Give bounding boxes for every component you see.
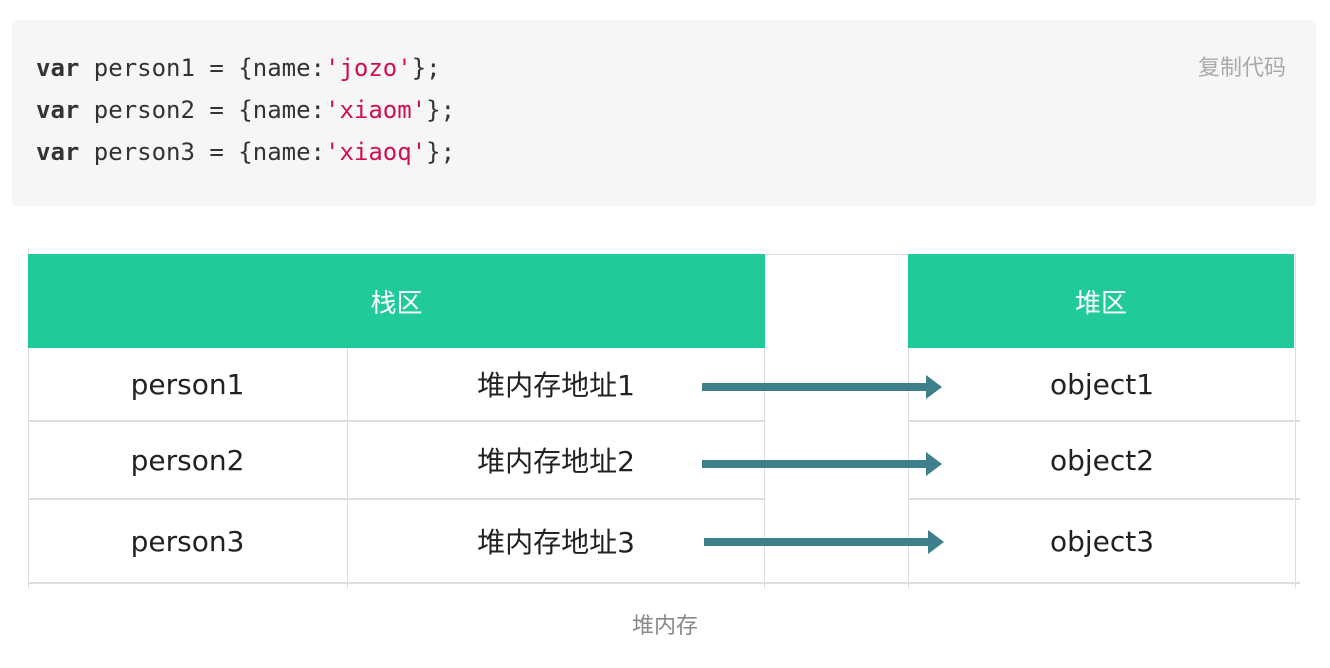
code-string: 'jozo' [325,54,412,82]
object-cell: object1 [1049,367,1155,401]
heap-header: 堆区 [908,254,1294,348]
pointer-arrow-icon [704,530,944,554]
code-text: person3 = {name: [79,138,325,166]
code-text: person2 = {name: [79,96,325,124]
stack-header: 栈区 [28,254,765,348]
pointer-arrow-icon [702,452,942,476]
code-string: 'xiaoq' [325,138,427,166]
code-keyword: var [36,54,80,82]
memory-diagram: 栈区 堆区 person1 堆内存地址1 object1 person2 堆内存… [28,248,1302,590]
pointer-arrow-icon [702,375,942,399]
row-divider [28,420,764,422]
grid-line [764,254,765,588]
code-keyword: var [36,138,80,166]
row-divider [28,498,764,500]
variable-cell: person2 [130,443,245,477]
code-keyword: var [36,96,80,124]
variable-cell: person3 [130,524,245,558]
code-block: 复制代码 var person1 = {name:'jozo'}; var pe… [12,20,1316,206]
code-text: }; [426,138,456,166]
figure-caption: 堆内存 [631,614,698,639]
code-text: }; [411,54,441,82]
address-cell: 堆内存地址2 [477,445,635,478]
object-cell: object3 [1049,524,1155,558]
address-cell: 堆内存地址3 [477,526,635,559]
code-line-1: var person1 = {name:'jozo'}; [36,54,441,82]
grid-line [28,248,29,588]
address-cell: 堆内存地址1 [477,369,635,402]
row-divider [908,420,1300,422]
code-string: 'xiaom' [325,96,427,124]
code-line-3: var person3 = {name:'xiaoq'}; [36,138,455,166]
object-cell: object2 [1049,443,1155,477]
grid-line [764,254,908,255]
row-divider [28,582,1300,584]
code-text: person1 = {name: [79,54,325,82]
variable-cell: person1 [130,367,245,401]
copy-code-button[interactable]: 复制代码 [1197,56,1286,81]
code-text: }; [426,96,456,124]
code-line-2: var person2 = {name:'xiaom'}; [36,96,455,124]
grid-line [347,348,348,588]
row-divider [908,498,1300,500]
